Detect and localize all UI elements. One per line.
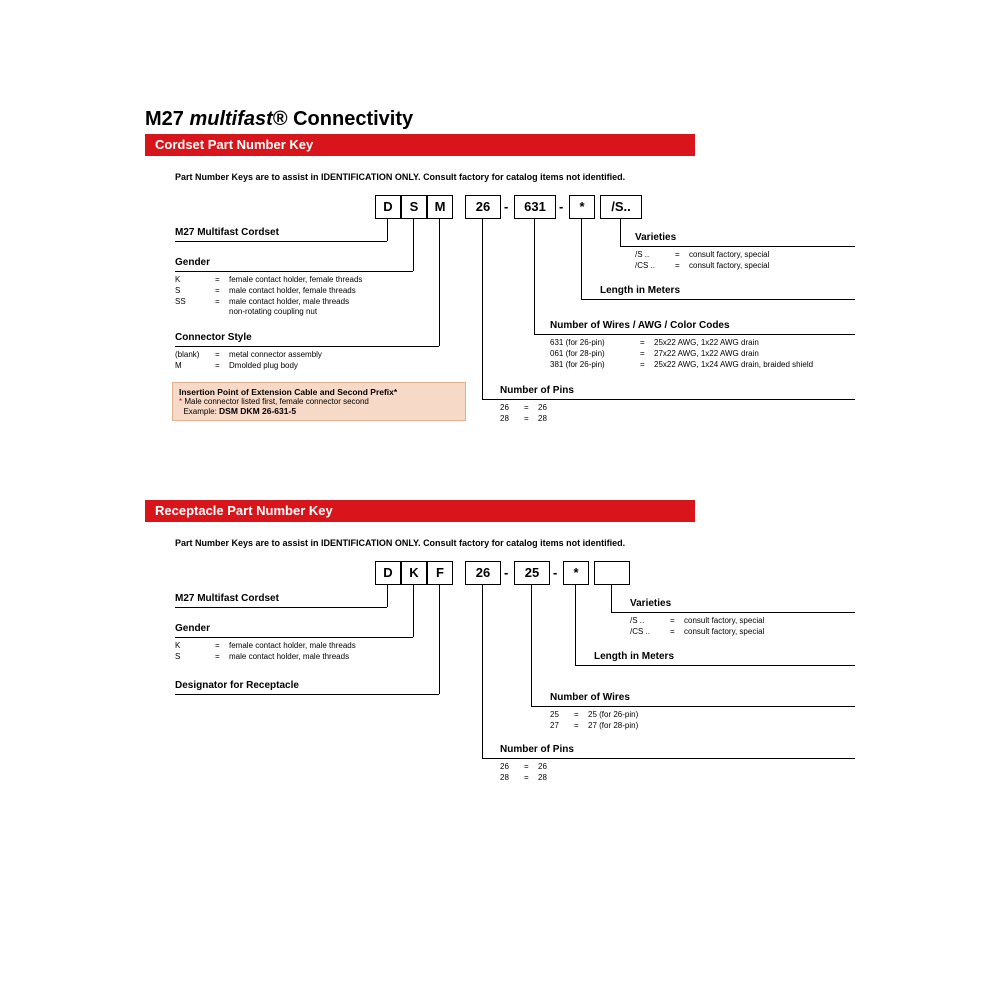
c2-box-D: D <box>375 561 401 585</box>
page: M27 multifast® Connectivity Cordset Part… <box>0 0 1000 1000</box>
section1-header: Cordset Part Number Key <box>145 134 695 156</box>
vr <box>439 584 440 694</box>
title-pre: M27 <box>145 108 189 130</box>
hr <box>482 758 855 759</box>
vr <box>482 218 483 399</box>
c1-ins-t1: Male connector listed first, female conn… <box>184 397 369 406</box>
hr <box>620 246 855 247</box>
hr <box>175 241 387 242</box>
vr <box>387 584 388 607</box>
c1-pin-h: Number of Pins <box>500 385 574 396</box>
c1-insertion-callout: Insertion Point of Extension Cable and S… <box>172 382 466 421</box>
c2-pin-rows: 26=26 28=28 <box>500 762 547 784</box>
c2-dash2: - <box>553 565 557 580</box>
c2-var-rows: /S ..=consult factory, special /CS ..=co… <box>630 616 764 638</box>
vr <box>534 218 535 334</box>
c2-box-blank <box>594 561 630 585</box>
c1-var-h: Varieties <box>635 232 676 243</box>
hr <box>175 637 413 638</box>
c2-box-25: 25 <box>514 561 550 585</box>
c2-box-F: F <box>427 561 453 585</box>
vr <box>482 584 483 758</box>
c2-wire-h: Number of Wires <box>550 692 630 703</box>
c2-wire-rows: 25=25 (for 26-pin) 27=27 (for 28-pin) <box>550 710 638 732</box>
c2-box-26: 26 <box>465 561 501 585</box>
c2-dash1: - <box>504 565 508 580</box>
c1-box-631: 631 <box>514 195 556 219</box>
vr <box>413 218 414 271</box>
c2-pin-h: Number of Pins <box>500 744 574 755</box>
section2-header: Receptacle Part Number Key <box>145 500 695 522</box>
hr <box>175 607 387 608</box>
hr <box>534 334 855 335</box>
hr <box>175 346 439 347</box>
c1-box-S: /S.. <box>600 195 642 219</box>
c2-gender-h: Gender <box>175 623 210 634</box>
c1-dash1: - <box>504 199 508 214</box>
c1-box-26: 26 <box>465 195 501 219</box>
c1-ins-t2: Example: <box>183 407 216 416</box>
c1-gender-h: Gender <box>175 257 210 268</box>
c1-pin-rows: 26=26 28=28 <box>500 403 547 425</box>
hr <box>175 271 413 272</box>
vr <box>531 584 532 706</box>
c2-m27: M27 Multifast Cordset <box>175 593 279 604</box>
c1-wire-h: Number of Wires / AWG / Color Codes <box>550 320 730 331</box>
hr <box>482 399 855 400</box>
c1-box-S: S <box>401 195 427 219</box>
c1-gender-rows: K=female contact holder, female threads … <box>175 275 362 318</box>
c2-box-K: K <box>401 561 427 585</box>
c1-cs-rows: (blank)=metal connector assembly M=Dmold… <box>175 350 322 372</box>
title-suf: ® Connectivity <box>273 108 413 130</box>
c2-len-h: Length in Meters <box>594 651 674 662</box>
c1-m27: M27 Multifast Cordset <box>175 227 279 238</box>
c1-wire-rows: 631 (for 26-pin)=25x22 AWG, 1x22 AWG dra… <box>550 338 813 370</box>
vr <box>413 584 414 637</box>
title-mid: multifast <box>189 108 272 130</box>
c2-box-star: * <box>563 561 589 585</box>
c1-ins-h: Insertion Point of Extension Cable and S… <box>179 387 397 397</box>
c2-des-h: Designator for Receptacle <box>175 680 299 691</box>
hr <box>581 299 855 300</box>
vr <box>575 584 576 665</box>
page-title: M27 multifast® Connectivity <box>145 108 413 131</box>
vr <box>581 218 582 299</box>
vr <box>387 218 388 241</box>
section2-note: Part Number Keys are to assist in IDENTI… <box>175 538 625 548</box>
hr <box>175 694 439 695</box>
c1-dash2: - <box>559 199 563 214</box>
c1-var-rows: /S ..=consult factory, special /CS ..=co… <box>635 250 769 272</box>
c1-box-D: D <box>375 195 401 219</box>
section1-note: Part Number Keys are to assist in IDENTI… <box>175 172 625 182</box>
c1-cs-h: Connector Style <box>175 332 252 343</box>
vr <box>620 218 621 246</box>
c1-len-h: Length in Meters <box>600 285 680 296</box>
c1-box-M: M <box>427 195 453 219</box>
hr <box>575 665 855 666</box>
vr <box>439 218 440 346</box>
hr <box>611 612 855 613</box>
c2-var-h: Varieties <box>630 598 671 609</box>
hr <box>531 706 855 707</box>
vr <box>611 584 612 612</box>
c2-gender-rows: K=female contact holder, male threads S=… <box>175 641 356 663</box>
c1-ins-t3: DSM DKM 26-631-5 <box>219 406 296 416</box>
c1-box-star: * <box>569 195 595 219</box>
